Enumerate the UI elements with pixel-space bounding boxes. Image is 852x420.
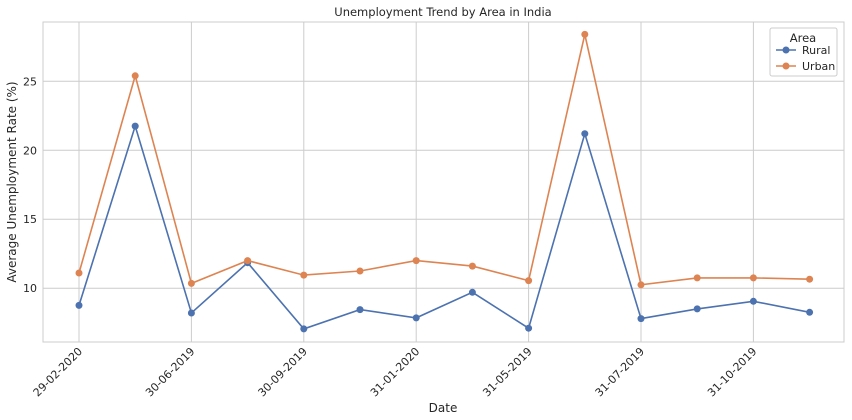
data-point-urban [749, 274, 757, 282]
data-point-urban [412, 257, 420, 265]
y-tick-label: 10 [23, 282, 37, 295]
data-point-urban [356, 267, 364, 275]
grid [43, 22, 844, 342]
data-point-urban [581, 30, 589, 38]
y-tick-label: 20 [23, 144, 37, 157]
x-tick-label: 31-10-2019 [705, 345, 759, 399]
data-point-rural [468, 288, 476, 296]
data-point-rural [412, 314, 420, 322]
y-tick-label: 15 [23, 213, 37, 226]
data-point-rural [693, 305, 701, 313]
data-point-rural [75, 301, 83, 309]
legend-label-urban: Urban [802, 60, 835, 73]
data-point-rural [749, 297, 757, 305]
x-tick-label: 29-02-2020 [31, 345, 85, 399]
legend-label-rural: Rural [802, 44, 830, 57]
y-axis-label: Average Unemployment Rate (%) [5, 81, 19, 282]
data-point-rural [525, 324, 533, 332]
data-point-rural [356, 306, 364, 314]
data-point-rural [187, 309, 195, 317]
data-point-urban [75, 269, 83, 277]
x-tick-label: 31-05-2019 [480, 345, 534, 399]
series-line-rural [78, 123, 810, 330]
data-point-rural [300, 325, 308, 333]
data-point-urban [468, 262, 476, 270]
x-tick-label: 31-01-2020 [368, 345, 422, 399]
x-tick-label: 30-09-2019 [256, 345, 310, 399]
data-point-urban [244, 257, 252, 265]
series-line-urban [78, 34, 810, 286]
data-point-urban [300, 271, 308, 279]
data-point-urban [187, 279, 195, 287]
legend: Area Rural Urban [769, 27, 838, 77]
legend-title: Area [790, 31, 816, 45]
legend-marker-rural [782, 46, 790, 54]
data-point-rural [806, 308, 814, 316]
data-point-urban [806, 275, 814, 283]
y-tick-label: 25 [23, 75, 37, 88]
data-point-urban [525, 277, 533, 285]
data-point-urban [693, 274, 701, 282]
x-tick-label: 30-06-2019 [143, 345, 197, 399]
data-point-rural [131, 122, 139, 130]
data-point-urban [637, 281, 645, 289]
legend-marker-urban [782, 62, 790, 70]
chart-title: Unemployment Trend by Area in India [334, 5, 551, 19]
x-tick-label: 31-07-2019 [593, 345, 647, 399]
series-lines [75, 30, 814, 333]
data-point-urban [131, 72, 139, 80]
data-point-rural [637, 315, 645, 323]
data-point-rural [581, 130, 589, 138]
x-axis-label: Date [429, 401, 458, 415]
